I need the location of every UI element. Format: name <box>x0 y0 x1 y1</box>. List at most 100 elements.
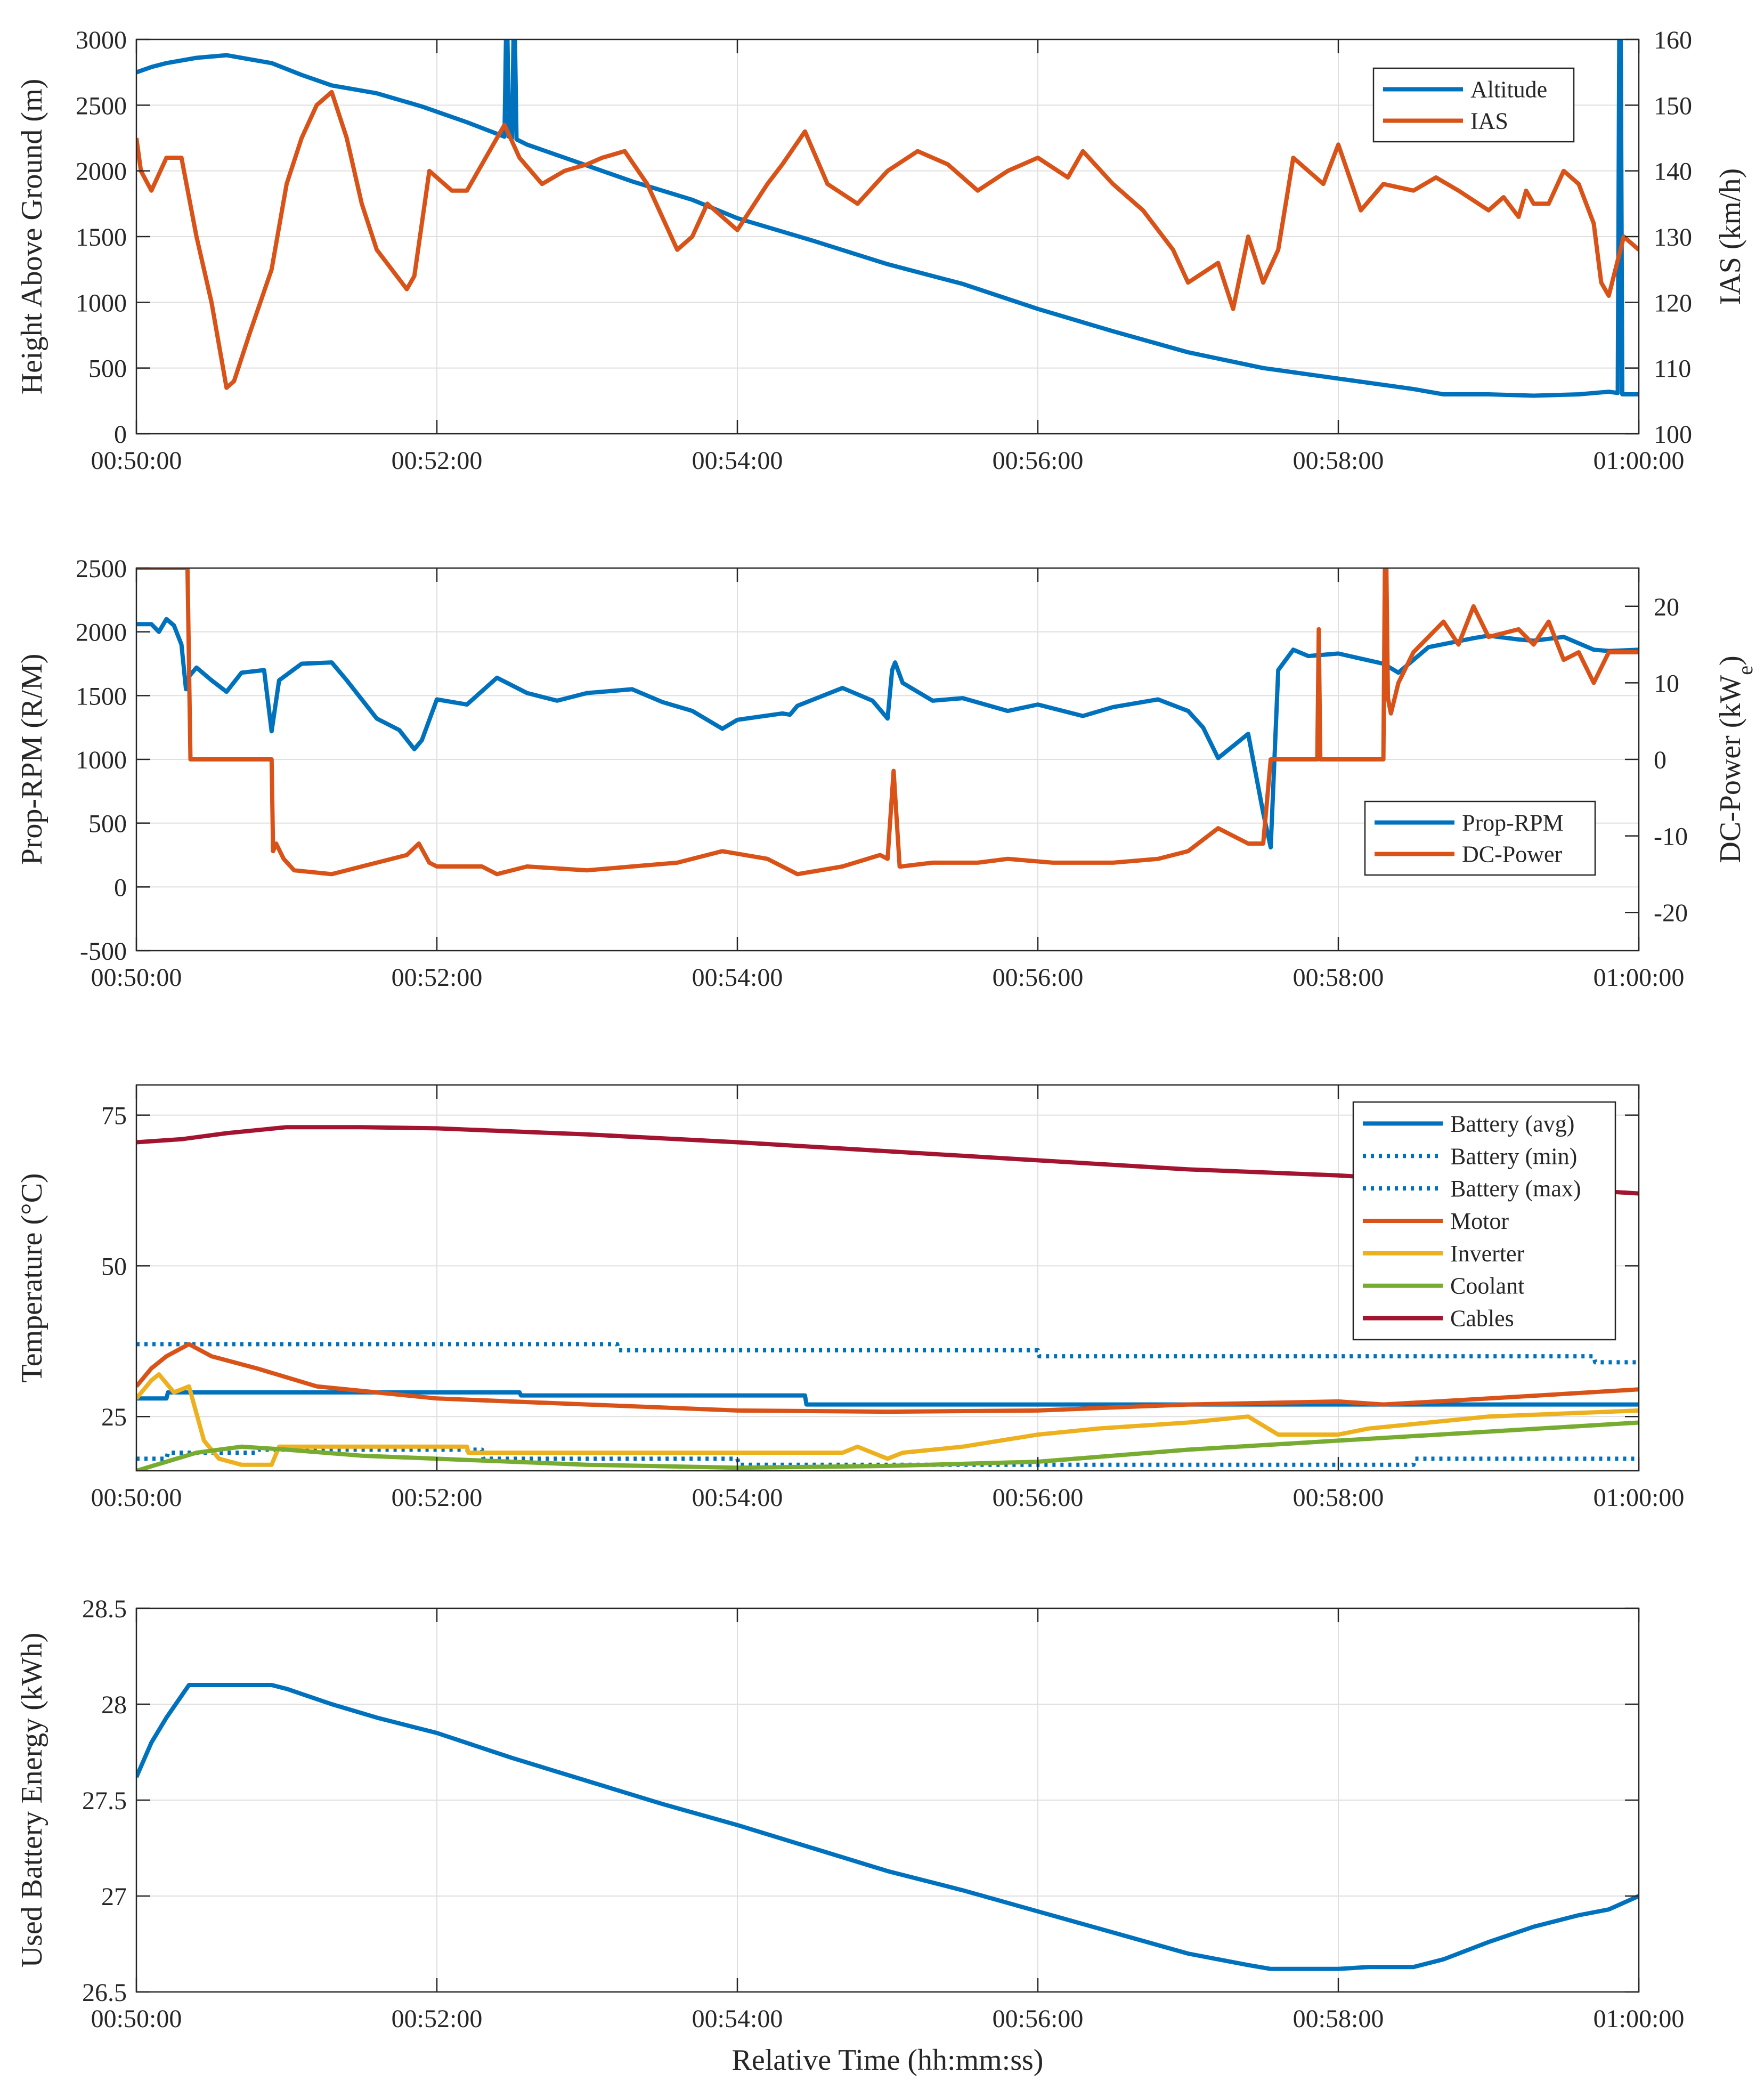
y-tick-label: 1500 <box>76 682 127 710</box>
y-tick-label: 28.5 <box>82 1595 127 1623</box>
series-line-battery-max <box>136 1342 1639 1365</box>
chart-panel-3: 00:50:00 00:52:00 00:54:00 00:56:00 00:58:00… <box>15 1084 1685 1512</box>
y-tick-label: -500 <box>80 937 127 966</box>
x-tick-label: 00:58:00 <box>1293 963 1384 992</box>
y-tick-label-right: 150 <box>1654 92 1692 120</box>
x-tick-label: 00:56:00 <box>993 2005 1084 2033</box>
y-tick-label-right: 130 <box>1654 223 1692 252</box>
legend-label: Battery (min) <box>1450 1143 1577 1169</box>
x-tick-label: 00:54:00 <box>692 2005 783 2033</box>
y-tick-label: 500 <box>88 355 127 383</box>
y-tick-label-right: -20 <box>1654 899 1688 927</box>
series-group <box>136 1125 1639 1471</box>
y-tick-label: 1000 <box>76 746 127 774</box>
y-tick-label: 2500 <box>76 92 127 120</box>
x-tick-label: 01:00:00 <box>1594 2005 1685 2033</box>
y-tick-label-right: 100 <box>1654 420 1692 449</box>
legend-label: Altitude <box>1470 77 1547 103</box>
legend-label: IAS <box>1470 108 1508 134</box>
series-line-motor <box>136 1342 1639 1414</box>
legend-label: DC-Power <box>1462 841 1563 868</box>
legend-label: Battery (avg) <box>1450 1111 1574 1137</box>
y-tick-label: 1500 <box>76 223 127 252</box>
x-tick-label: 00:58:00 <box>1293 2005 1384 2033</box>
y-tick-label-right: 110 <box>1654 355 1691 383</box>
y-axis-label: Used Battery Energy (kWh) <box>15 1633 48 1968</box>
x-tick-label: 00:54:00 <box>692 447 783 475</box>
y-tick-label: 1000 <box>76 289 127 317</box>
y-tick-label: 2500 <box>76 555 127 583</box>
legend: Battery (avg) Battery (min) Battery (max) M… <box>1352 1101 1616 1341</box>
series-line-battery-avg <box>136 1390 1639 1407</box>
y-axis-label-right: IAS (km/h) <box>1714 168 1747 305</box>
legend: Altitude IAS <box>1372 67 1575 143</box>
y-tick-label: 27 <box>101 1883 127 1911</box>
series-line-prop-rpm <box>136 617 1639 850</box>
x-tick-label: 00:50:00 <box>91 963 182 992</box>
y-tick-label: 27.5 <box>82 1787 127 1815</box>
label-subscript: e <box>1733 666 1757 675</box>
y-axis-label: Prop-RPM (R/M) <box>15 654 48 865</box>
y-axis-label: Temperature (°C) <box>15 1173 48 1382</box>
series-line-battery-min <box>136 1447 1639 1467</box>
series-line-used-battery-energy <box>136 1683 1639 1971</box>
x-tick-label: 00:50:00 <box>91 1484 182 1512</box>
x-tick-label: 01:00:00 <box>1594 447 1685 475</box>
legend-label: Cables <box>1450 1306 1514 1332</box>
y-axis-label-right: DC-Power (kWe) <box>1714 655 1757 863</box>
y-tick-label: 25 <box>101 1403 127 1431</box>
y-axis-label: Height Above Ground (m) <box>15 79 48 395</box>
y-tick-label-right: 120 <box>1654 289 1692 317</box>
y-tick-label: 28 <box>101 1691 127 1719</box>
x-tick-label: 00:58:00 <box>1293 447 1384 475</box>
legend-box <box>1364 800 1596 876</box>
x-tick-label: 00:52:00 <box>392 447 483 475</box>
chart-panel-1: 00:50:00 00:52:00 00:54:00 00:56:00 00:58:00… <box>15 26 1747 475</box>
legend-label: Coolant <box>1450 1273 1524 1299</box>
series-line-coolant <box>136 1420 1639 1471</box>
y-tick-label-right: 160 <box>1654 26 1692 54</box>
y-tick-label: 50 <box>101 1252 127 1281</box>
y-tick-label: 500 <box>88 810 127 838</box>
x-tick-label: 00:54:00 <box>692 1484 783 1512</box>
chart-panel-4: 00:50:00 00:52:00 00:54:00 00:56:00 00:58:00… <box>15 1595 1684 2077</box>
series-line-cables <box>136 1125 1639 1196</box>
x-tick-label: 00:52:00 <box>392 963 483 992</box>
legend-box <box>1372 67 1575 143</box>
series-group <box>136 568 1639 877</box>
x-tick-label: 00:52:00 <box>392 1484 483 1512</box>
y-tick-label: 2000 <box>76 158 127 186</box>
y-tick-label: 75 <box>101 1102 127 1130</box>
x-tick-label: 00:54:00 <box>692 963 783 992</box>
legend: Prop-RPM DC-Power <box>1364 800 1596 876</box>
series-group <box>136 1683 1639 1971</box>
y-tick-label-right: 0 <box>1654 746 1667 774</box>
x-tick-label: 00:52:00 <box>392 2005 483 2033</box>
x-tick-label: 00:58:00 <box>1293 1484 1384 1512</box>
label-part: ) <box>1714 655 1747 666</box>
y-tick-label-right: 140 <box>1654 158 1692 186</box>
series-line-dc-power <box>136 568 1639 877</box>
legend-label: Motor <box>1450 1208 1509 1234</box>
legend-label: Battery (max) <box>1450 1176 1581 1202</box>
x-tick-label: 00:50:00 <box>91 2005 182 2033</box>
legend-label: Inverter <box>1450 1241 1525 1267</box>
y-tick-label-right: 10 <box>1654 669 1679 698</box>
x-tick-label: 01:00:00 <box>1594 1484 1685 1512</box>
series-line-inverter <box>136 1372 1639 1467</box>
axes-frame <box>135 1084 1640 1472</box>
y-tick-label: 0 <box>114 420 127 449</box>
series-line-altitude <box>136 39 1639 398</box>
label-part: DC-Power (kW <box>1714 675 1747 863</box>
panels: 00:50:00 00:52:00 00:54:00 00:56:00 00:58:00… <box>15 26 1757 2077</box>
legend-label: Prop-RPM <box>1462 810 1564 836</box>
y-tick-label-right: 20 <box>1654 593 1679 621</box>
x-tick-label: 00:56:00 <box>993 447 1084 475</box>
series-group <box>136 39 1639 398</box>
x-tick-label: 00:56:00 <box>993 963 1084 992</box>
y-tick-label: 26.5 <box>82 1979 127 2007</box>
series-line-ias <box>136 90 1639 390</box>
y-tick-label: 3000 <box>76 26 127 54</box>
y-tick-label: 0 <box>114 873 127 902</box>
